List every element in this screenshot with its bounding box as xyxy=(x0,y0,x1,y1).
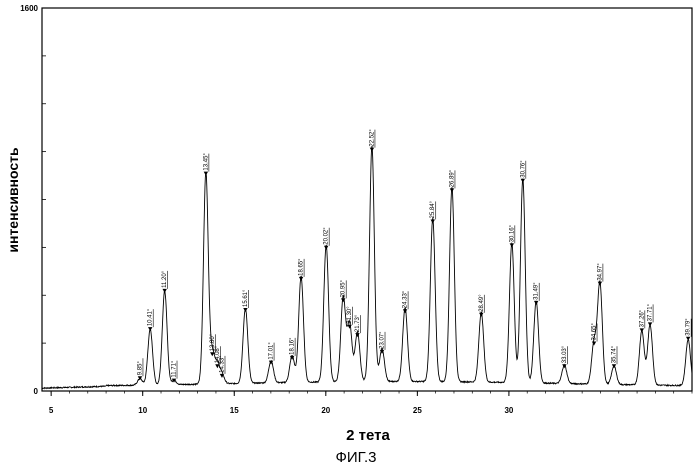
figure-caption: ФИГ.3 xyxy=(336,449,377,466)
peak-label: 10.41° xyxy=(148,308,154,326)
peak-label: 39.79° xyxy=(686,318,692,336)
peak-label: 20.02° xyxy=(324,227,330,245)
peak-label: 25.84° xyxy=(430,200,436,218)
peak-label: 13.45° xyxy=(203,153,209,171)
x-tick-label: 10 xyxy=(138,406,147,415)
peak-label: 15.61° xyxy=(243,289,249,307)
peak-label: 21.30° xyxy=(347,306,353,324)
peak-label: 9.85° xyxy=(137,361,143,376)
peak-label: 11.20° xyxy=(162,270,168,288)
peak-label: 30.16° xyxy=(509,224,515,242)
peak-label: 37.71° xyxy=(648,303,654,321)
peak-label: 21.73° xyxy=(355,314,361,332)
x-tick-label: 20 xyxy=(321,406,330,415)
peak-label: 33.03° xyxy=(562,345,568,363)
peak-label: 34.97° xyxy=(597,263,603,281)
x-tick-label: 25 xyxy=(413,406,422,415)
x-tick-label: 15 xyxy=(230,406,239,415)
peak-label: 20.95° xyxy=(341,279,347,297)
peak-label: 22.52° xyxy=(369,129,375,147)
peak-label: 31.49° xyxy=(534,282,540,300)
peak-label: 24.33° xyxy=(403,290,409,308)
peak-label: 17.01° xyxy=(269,342,275,360)
peak-label: 14.33° xyxy=(219,355,225,373)
peak-label: 37.26° xyxy=(639,309,645,327)
peak-label: 35.74° xyxy=(612,345,618,363)
peak-label: 11.71° xyxy=(172,360,178,378)
x-tick-label: 5 xyxy=(49,406,54,415)
y-axis-label: интенсивность xyxy=(5,147,21,253)
peak-label: 26.89° xyxy=(449,169,455,187)
peak-label: 18.16° xyxy=(290,337,296,355)
peak-label: 30.76° xyxy=(520,160,526,178)
x-tick-label: 30 xyxy=(504,406,513,415)
peak-label: 34.65° xyxy=(592,323,598,341)
peak-label: 18.65° xyxy=(299,258,305,276)
x-axis-label: 2 тета xyxy=(346,427,390,444)
peak-label: 28.49° xyxy=(479,294,485,312)
y-tick-label: 0 xyxy=(34,387,39,396)
peak-label: 23.07° xyxy=(380,331,386,349)
y-tick-label: 1600 xyxy=(20,4,38,13)
